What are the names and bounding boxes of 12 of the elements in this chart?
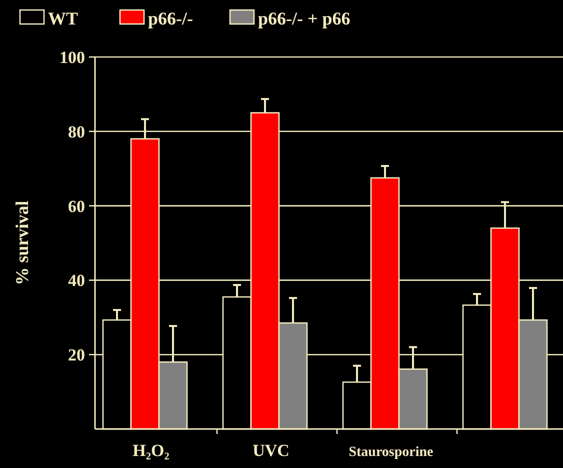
y-tick-label: 80 <box>68 122 85 142</box>
legend-label: p66-/- <box>148 8 194 28</box>
x-tick-label: H₂O₂ <box>132 441 170 460</box>
y-tick-label: 100 <box>60 48 85 67</box>
legend-label: WT <box>48 8 78 28</box>
y-axis-title: % survival <box>12 200 32 286</box>
y-tick-label: 40 <box>68 271 85 290</box>
y-tick-label: 60 <box>68 196 85 216</box>
x-tick-label: Staurosporine <box>348 445 434 460</box>
x-tick-label: UVC <box>252 441 290 460</box>
legend-label: p66-/- + p66 <box>258 8 350 28</box>
y-tick-label: 20 <box>68 346 85 365</box>
